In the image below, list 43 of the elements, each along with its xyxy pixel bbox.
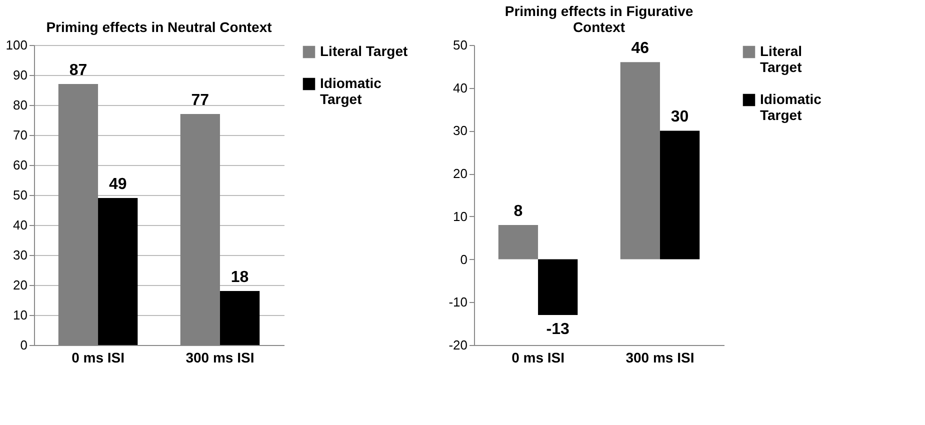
data-label: 46 — [631, 40, 650, 58]
data-label: 18 — [230, 269, 249, 286]
y-tick-label: 10 — [13, 308, 28, 322]
y-tick-label: 30 — [13, 248, 28, 262]
y-tick-label: -20 — [448, 338, 468, 352]
y-tick-label: 40 — [13, 218, 28, 232]
chart-title: Priming effects in Figurative Context — [504, 3, 694, 35]
y-tick-label: 90 — [13, 68, 28, 82]
bar — [538, 259, 578, 315]
y-tick-label: 30 — [453, 123, 468, 138]
y-tick-label: 50 — [13, 188, 28, 202]
data-label: 8 — [514, 203, 523, 220]
x-tick-label: 300 ms ISI — [626, 350, 694, 366]
data-label: -13 — [546, 321, 570, 338]
legend-label: Literal Target — [320, 43, 408, 59]
data-label: 87 — [69, 62, 88, 79]
y-tick-label: 20 — [13, 278, 28, 292]
y-tick-label: 0 — [460, 252, 468, 267]
legend-label: Idiomatic Target — [320, 75, 382, 107]
bar — [498, 225, 538, 260]
legend-label: Literal Target — [760, 43, 802, 75]
x-tick-label: 0 ms ISI — [72, 350, 124, 366]
x-tick-label: 0 ms ISI — [512, 350, 564, 366]
y-tick-label: 80 — [13, 98, 28, 112]
y-tick-label: -10 — [448, 294, 468, 310]
y-tick-label: 10 — [453, 208, 468, 224]
data-label: 77 — [191, 92, 210, 109]
bar — [98, 198, 138, 345]
y-tick-label: 0 — [20, 338, 28, 352]
legend-label: Idiomatic Target — [760, 91, 822, 123]
y-tick-label: 20 — [453, 166, 468, 182]
y-tick-label: 60 — [13, 158, 28, 172]
data-label: 49 — [108, 176, 127, 193]
bar — [620, 62, 660, 260]
bar — [220, 291, 260, 345]
y-tick-label: 100 — [6, 38, 28, 52]
y-tick-label: 40 — [453, 80, 468, 96]
data-label: 30 — [670, 108, 689, 126]
bar — [660, 130, 700, 260]
y-tick-label: 50 — [453, 38, 468, 52]
x-tick-label: 300 ms ISI — [186, 350, 254, 366]
y-tick-label: 70 — [13, 128, 28, 142]
chart-title: Priming effects in Neutral Context — [46, 19, 272, 35]
